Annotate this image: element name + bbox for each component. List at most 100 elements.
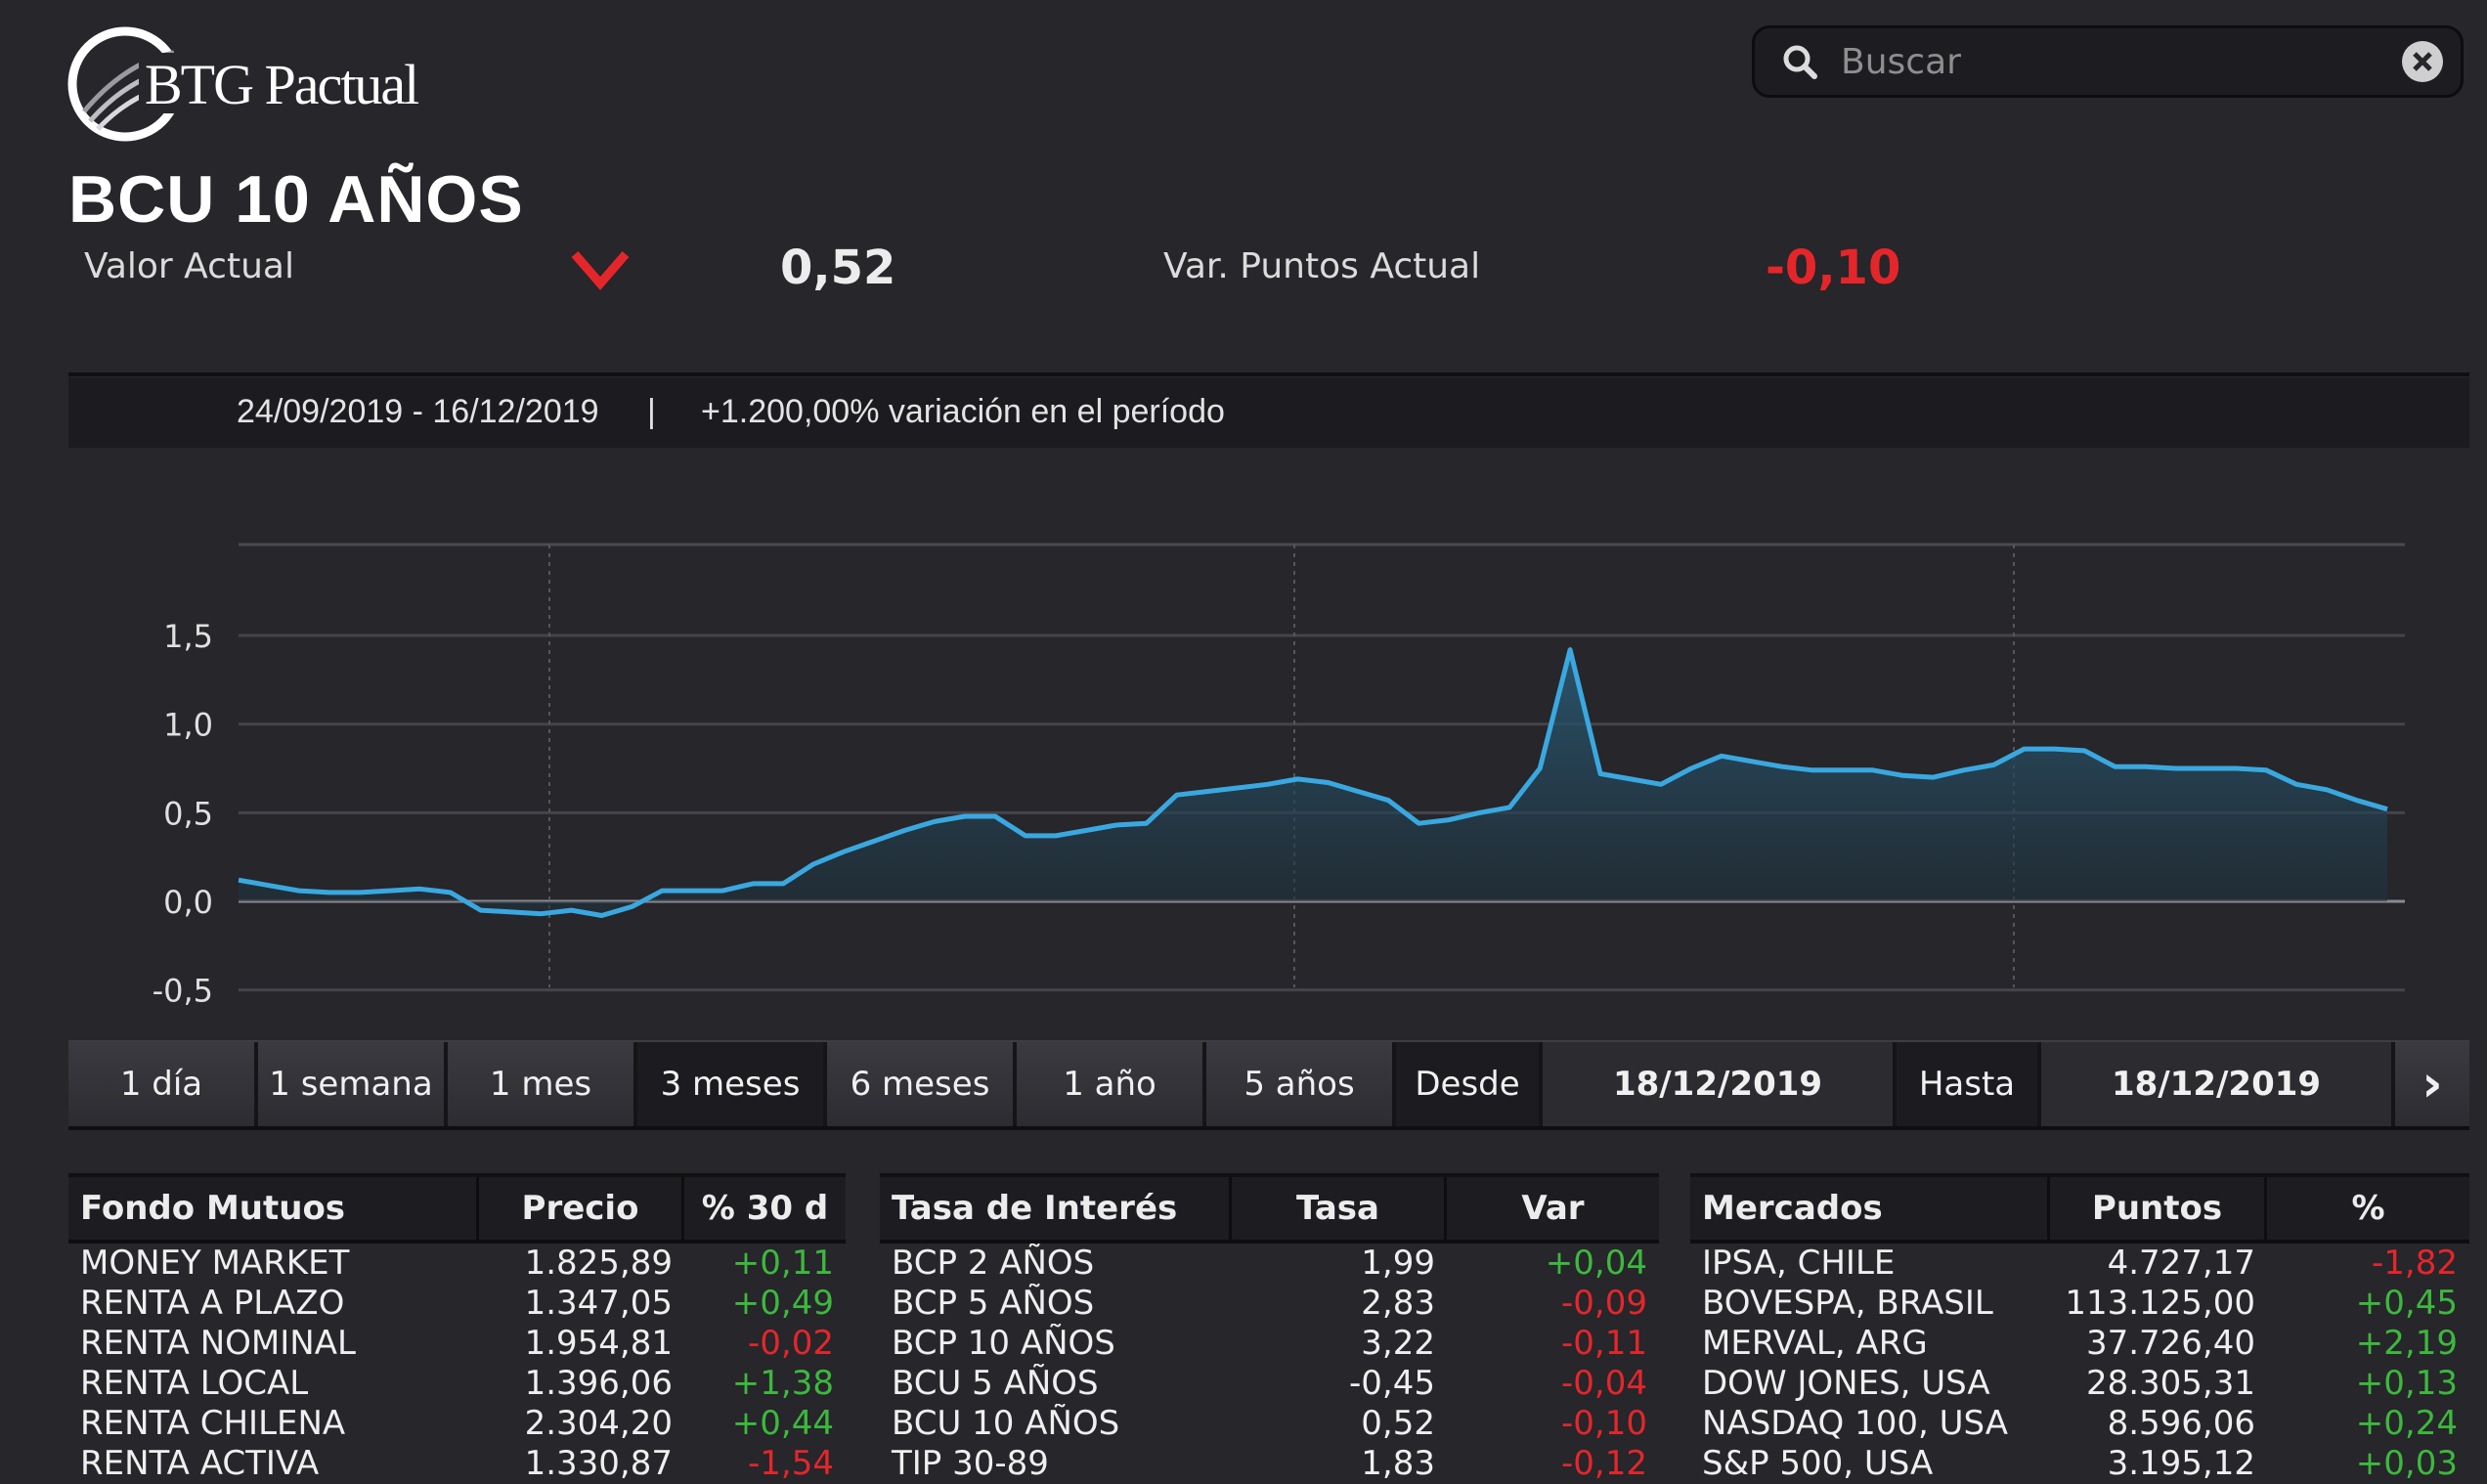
row-value: 4.727,17 [2107, 1244, 2255, 1283]
search-input[interactable] [1839, 40, 2400, 83]
table-row[interactable]: RENTA CHILENA 2.304,20 +0,44 [68, 1404, 846, 1444]
table-row[interactable]: RENTA LOCAL 1.396,06 +1,38 [68, 1364, 846, 1404]
row-name: BOVESPA, BRASIL [1702, 1284, 1993, 1323]
range-button-1[interactable]: 1 semana [258, 1042, 448, 1126]
table-row[interactable]: NASDAQ 100, USA 8.596,06 +0,24 [1690, 1404, 2469, 1444]
y-tick-label: -0,5 [153, 973, 213, 1010]
row-change: -0,10 [1561, 1404, 1647, 1443]
period-variation: +1.200,00% variación en el período [701, 393, 1225, 430]
table-row[interactable]: RENTA ACTIVA 1.330,87 -1,54 [68, 1444, 846, 1484]
row-change: +0,44 [731, 1404, 834, 1443]
range-selector: 1 día 1 semana 1 mes 3 meses 6 meses 1 año 5 a… [68, 1040, 2469, 1130]
row-change: +0,13 [2355, 1364, 2458, 1403]
column-header[interactable]: Puntos [2050, 1177, 2267, 1240]
column-header[interactable]: Fondo Mutuos [68, 1177, 479, 1240]
table-row[interactable]: BCU 5 AÑOS -0,45 -0,04 [880, 1364, 1659, 1404]
row-name: RENTA NOMINAL [80, 1324, 356, 1363]
row-value: 113.125,00 [2065, 1284, 2255, 1323]
table-header: Mercados Puntos% [1690, 1173, 2469, 1244]
y-tick-label: 0,0 [163, 884, 213, 921]
column-header[interactable]: Var [1521, 1189, 1585, 1228]
column-header[interactable]: Mercados [1690, 1177, 2050, 1240]
table-row[interactable]: BOVESPA, BRASIL 113.125,00 +0,45 [1690, 1284, 2469, 1324]
column-header[interactable]: % [2351, 1189, 2385, 1228]
row-change: +2,19 [2355, 1324, 2458, 1363]
table-row[interactable]: BCP 2 AÑOS 1,99 +0,04 [880, 1244, 1659, 1284]
row-value: 8.596,06 [2107, 1404, 2255, 1443]
series-area [239, 649, 2387, 916]
range-button-8[interactable]: 18/12/2019 [1543, 1042, 1897, 1126]
row-change: -0,12 [1561, 1444, 1647, 1483]
table-row[interactable]: BCP 10 AÑOS 3,22 -0,11 [880, 1324, 1659, 1364]
table-row[interactable]: RENTA A PLAZO 1.347,05 +0,49 [68, 1284, 846, 1324]
table-mercados: Mercados Puntos% IPSA, CHILE 4.727,17 -1,82 B… [1690, 1173, 2469, 1484]
var-puntos-label: Var. Puntos Actual [1163, 246, 1481, 286]
row-name: BCU 10 AÑOS [892, 1404, 1120, 1443]
row-name: RENTA LOCAL [80, 1364, 309, 1403]
row-name: S&P 500, USA [1702, 1444, 1934, 1483]
divider [68, 372, 2469, 376]
search-icon [1783, 45, 1817, 79]
table-row[interactable]: MONEY MARKET 1.825,89 +0,11 [68, 1244, 846, 1284]
row-value: 37.726,40 [2085, 1324, 2255, 1363]
range-button-6[interactable]: 5 años [1206, 1042, 1396, 1126]
row-change: +0,04 [1545, 1244, 1647, 1283]
row-change: +1,38 [731, 1364, 834, 1403]
table-row[interactable]: TIP 30-89 1,83 -0,12 [880, 1444, 1659, 1484]
row-value: 0,52 [1361, 1404, 1435, 1443]
column-header[interactable]: % 30 d [701, 1189, 829, 1228]
table-row[interactable]: MERVAL, ARG 37.726,40 +2,19 [1690, 1324, 2469, 1364]
range-button-7[interactable]: Desde [1396, 1042, 1543, 1126]
row-value: 28.305,31 [2085, 1364, 2255, 1403]
table-row[interactable]: BCU 10 AÑOS 0,52 -0,10 [880, 1404, 1659, 1444]
row-name: BCP 2 AÑOS [892, 1244, 1095, 1283]
range-button-3[interactable]: 3 meses [637, 1042, 827, 1126]
row-value: 2.304,20 [524, 1404, 673, 1443]
brand-name: BTG Pactual [145, 53, 418, 116]
row-value: 3.195,12 [2107, 1444, 2255, 1483]
row-change: -0,02 [748, 1324, 834, 1363]
btg-pactual-logo[interactable]: BTG Pactual [65, 23, 436, 151]
column-header[interactable]: Precio [479, 1177, 684, 1240]
row-change: -1,54 [748, 1444, 834, 1483]
range-button-4[interactable]: 6 meses [827, 1042, 1017, 1126]
var-puntos-value: -0,10 [1766, 240, 1901, 295]
column-header[interactable]: Tasa [1232, 1177, 1447, 1240]
table-header: Fondo Mutuos Precio % 30 d [68, 1173, 846, 1244]
search-box[interactable] [1752, 25, 2464, 98]
range-button-10[interactable]: 18/12/2019 [2041, 1042, 2395, 1126]
range-button-5[interactable]: 1 año [1017, 1042, 1206, 1126]
row-value: -0,45 [1349, 1364, 1435, 1403]
row-name: BCU 5 AÑOS [892, 1364, 1099, 1403]
column-header[interactable]: Tasa de Interés [880, 1177, 1232, 1240]
row-value: 1.954,81 [524, 1324, 673, 1363]
row-name: TIP 30-89 [892, 1444, 1049, 1483]
row-name: MERVAL, ARG [1702, 1324, 1928, 1363]
period-separator: | [647, 393, 656, 430]
row-change: +0,49 [731, 1284, 834, 1323]
row-value: 1,83 [1361, 1444, 1435, 1483]
row-change: +0,11 [731, 1244, 834, 1283]
row-name: RENTA A PLAZO [80, 1284, 345, 1323]
next-arrow-button[interactable]: › [2395, 1042, 2469, 1126]
y-tick-label: 1,0 [163, 707, 213, 744]
row-change: -0,11 [1561, 1324, 1647, 1363]
clear-icon[interactable] [2400, 39, 2445, 84]
table-row[interactable]: IPSA, CHILE 4.727,17 -1,82 [1690, 1244, 2469, 1284]
range-button-9[interactable]: Hasta [1897, 1042, 2041, 1126]
table-row[interactable]: RENTA NOMINAL 1.954,81 -0,02 [68, 1324, 846, 1364]
row-change: -1,82 [2372, 1244, 2458, 1283]
table-row[interactable]: DOW JONES, USA 28.305,31 +0,13 [1690, 1364, 2469, 1404]
y-tick-label: 1,5 [163, 618, 213, 655]
range-button-0[interactable]: 1 día [68, 1042, 258, 1126]
range-button-2[interactable]: 1 mes [448, 1042, 637, 1126]
instrument-title: BCU 10 AÑOS [68, 162, 524, 237]
table-row[interactable]: S&P 500, USA 3.195,12 +0,03 [1690, 1444, 2469, 1484]
row-change: +0,45 [2355, 1284, 2458, 1323]
row-change: -0,09 [1561, 1284, 1647, 1323]
row-value: 1.825,89 [524, 1244, 673, 1283]
down-arrow-icon [571, 251, 630, 290]
table-row[interactable]: BCP 5 AÑOS 2,83 -0,09 [880, 1284, 1659, 1324]
y-tick-label: 0,5 [163, 795, 213, 832]
row-name: RENTA ACTIVA [80, 1444, 320, 1483]
